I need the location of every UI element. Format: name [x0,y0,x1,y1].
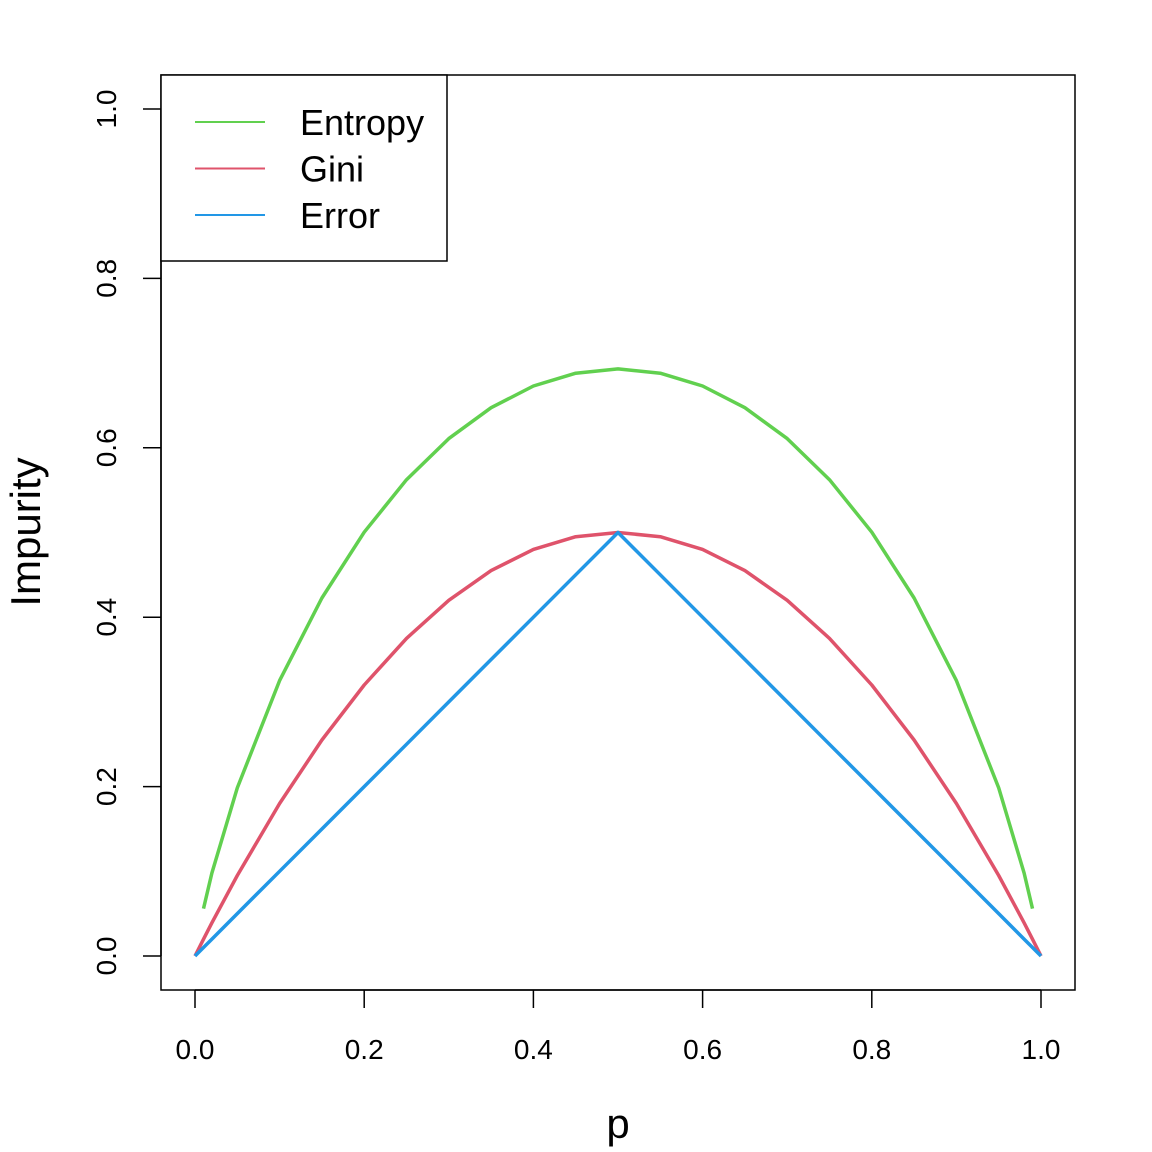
y-tick-label: 0.2 [91,767,122,806]
legend-label: Gini [300,149,364,190]
legend-label: Entropy [300,102,424,143]
legend-label: Error [300,195,380,236]
x-tick-label: 0.2 [345,1034,384,1065]
series-line-entropy [201,367,1035,910]
y-axis: 0.0 0.2 0.4 0.6 0.8 1.0 [91,90,162,976]
x-tick-label: 0.4 [514,1034,553,1065]
x-axis-label: p [606,1100,629,1147]
y-tick-label: 0.4 [91,598,122,637]
y-tick-label: 0.6 [91,428,122,467]
series-lines [193,367,1043,958]
y-tick-label: 0.8 [91,259,122,298]
x-tick-label: 0.6 [683,1034,722,1065]
y-tick-label: 1.0 [91,90,122,129]
x-tick-label: 0.8 [852,1034,891,1065]
x-tick-label: 0.0 [176,1034,215,1065]
y-tick-label: 0.0 [91,937,122,976]
series-line-error [193,530,1043,958]
legend: Entropy Gini Error [160,74,448,262]
x-axis: 0.0 0.2 0.4 0.6 0.8 1.0 [176,989,1061,1065]
y-axis-label: Impurity [2,457,49,606]
x-tick-label: 1.0 [1022,1034,1061,1065]
